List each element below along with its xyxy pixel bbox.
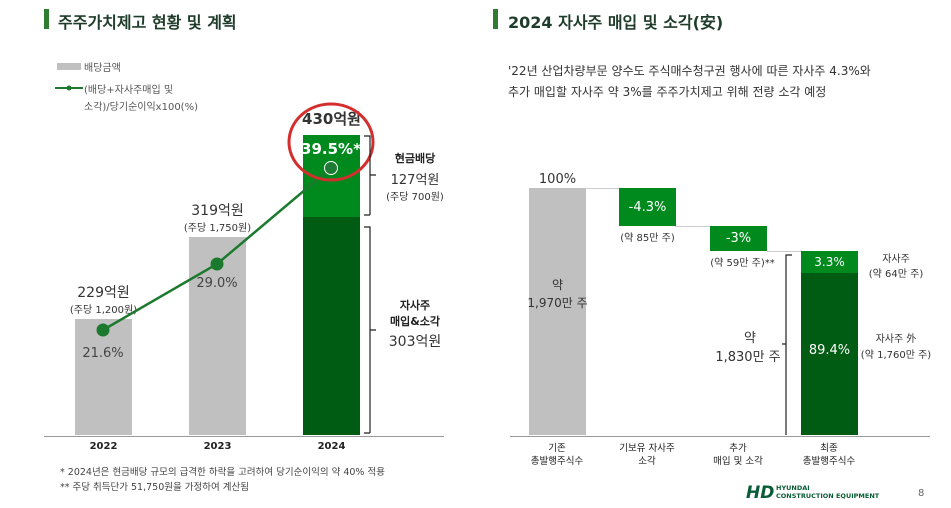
inner-label: 약 1,970만 주 bbox=[527, 278, 588, 310]
x-tick-label: 2024 bbox=[317, 441, 346, 452]
bar-total-before bbox=[529, 188, 586, 435]
bar-sublabel: (주당 1,200원) bbox=[69, 305, 138, 316]
legend-line-label-2: 소각)/당기순이익x100(%) bbox=[84, 102, 198, 113]
annot-cash-per: (주당 700원) bbox=[386, 192, 444, 203]
ratio-point bbox=[96, 323, 110, 337]
legend-bar-label: 배당금액 bbox=[84, 63, 121, 74]
right-desc-2: 추가 매입할 자사주 약 3%를 주주가치제고 위해 전량 소각 예정 bbox=[508, 85, 827, 99]
stack-label: 89.4% bbox=[808, 343, 851, 358]
value-label: -3% bbox=[725, 231, 752, 246]
x-tick-label: 추가 매입 및 소각 bbox=[713, 443, 763, 467]
bar-final-other bbox=[801, 273, 858, 435]
note-2: ** 주당 취득단가 51,750원을 가정하여 계산됨 bbox=[60, 482, 249, 493]
bar-label: 319억원 bbox=[191, 203, 244, 219]
ratio-point bbox=[324, 161, 338, 175]
side-label: 자사주 bbox=[882, 254, 910, 265]
ratio-line bbox=[102, 167, 332, 332]
annot-cash-title: 현금배당 bbox=[394, 152, 436, 165]
braces bbox=[364, 135, 376, 434]
value-label: -4.3% bbox=[628, 200, 667, 215]
title-accent bbox=[44, 9, 49, 29]
x-tick-label: 기존 총발행주식수 bbox=[530, 443, 584, 467]
value-label: 100% bbox=[538, 172, 577, 187]
line-label: 29.0% bbox=[196, 276, 238, 291]
x-tick-label: 최종 총발행주식수 bbox=[802, 443, 856, 467]
logo-sub: HYUNDAI CONSTRUCTION EQUIPMENT bbox=[776, 484, 880, 500]
sub-label: (약 59만 주)** bbox=[710, 258, 775, 269]
line-label: 39.5%* bbox=[301, 140, 361, 158]
bar-dividend bbox=[75, 319, 132, 435]
right-desc-1: '22년 산업차량부문 양수도 주식매수청구권 행사에 따른 자사주 4.3%와 bbox=[508, 64, 871, 78]
logo: HD bbox=[746, 483, 775, 503]
brace-final bbox=[782, 254, 792, 435]
bar-buyback bbox=[303, 217, 360, 435]
annot-cash-value: 127억원 bbox=[390, 173, 440, 188]
connector-line bbox=[585, 188, 619, 189]
legend-line-label-1: (배당+자사주매입 및 bbox=[84, 85, 174, 96]
side-label: 자사주 外 bbox=[875, 334, 917, 345]
bar-sublabel: (주당 1,750원) bbox=[183, 223, 252, 234]
right-title: 2024 자사주 매입 및 소각(安) bbox=[508, 13, 724, 32]
x-tick-label: 2022 bbox=[89, 441, 118, 452]
ratio-point bbox=[210, 257, 224, 271]
highlight-circle bbox=[287, 102, 375, 182]
right-baseline bbox=[510, 436, 930, 437]
connector-line bbox=[675, 226, 710, 227]
left-title: 주주가치제고 현황 및 계획 bbox=[58, 13, 237, 32]
bar-label: 229억원 bbox=[77, 285, 130, 301]
brace-label-2: 1,830만 주 bbox=[715, 350, 781, 365]
bar-cancel-existing bbox=[619, 188, 676, 226]
line-label: 21.6% bbox=[82, 346, 124, 361]
bar-final-treasury bbox=[801, 251, 858, 273]
legend-bar-swatch bbox=[57, 63, 81, 70]
title-accent bbox=[493, 9, 498, 29]
page-number: 8 bbox=[918, 488, 925, 499]
annot-buyback-value: 303억원 bbox=[388, 334, 442, 350]
bar-label: 430억원 bbox=[302, 110, 361, 128]
x-tick-label: 기보유 자사주 소각 bbox=[619, 443, 675, 467]
side-label: (약 1,760만 주) bbox=[860, 350, 932, 361]
legend-line-swatch bbox=[55, 85, 83, 91]
x-tick-label: 2023 bbox=[203, 441, 232, 452]
sub-label: (약 85만 주) bbox=[620, 233, 675, 244]
brace-label-1: 약 bbox=[744, 331, 756, 346]
note-1: * 2024년은 현금배당 규모의 급격한 하락을 고려하여 당기순이익의 약 … bbox=[60, 467, 385, 478]
bar-cancel-additional bbox=[710, 226, 767, 251]
stack-label: 3.3% bbox=[814, 255, 845, 269]
annot-buyback-1: 자사주 bbox=[399, 299, 431, 312]
annot-buyback-2: 매입&소각 bbox=[389, 315, 441, 328]
side-label: (약 64만 주) bbox=[868, 269, 924, 280]
left-baseline bbox=[44, 436, 444, 437]
connector-line bbox=[767, 251, 801, 252]
